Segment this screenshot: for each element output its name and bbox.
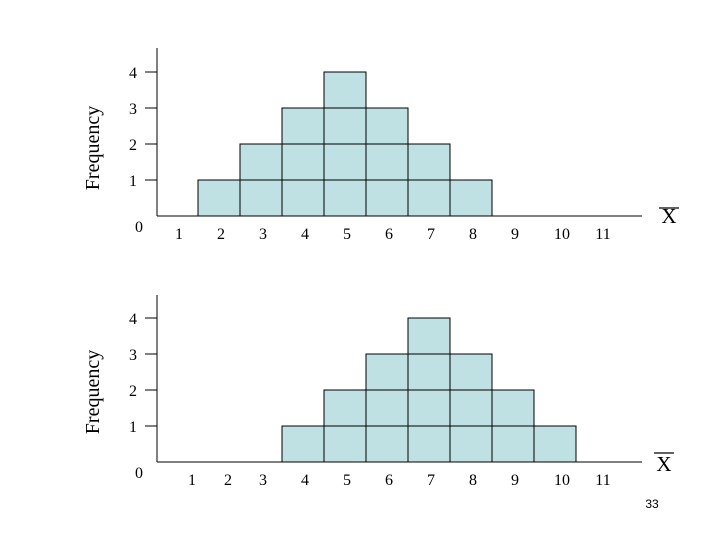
x-tick-label-3: 3 [259, 226, 267, 243]
x-tick-label-1: 1 [175, 226, 183, 243]
y-tick-label-4: 4 [129, 65, 137, 82]
frequency-block-x4-1 [281, 425, 325, 463]
y-tick-label-3: 3 [129, 101, 137, 118]
x-tick-label-5: 5 [343, 226, 351, 243]
frequency-block-x5-1 [323, 425, 367, 463]
frequency-block-x6-1 [365, 179, 409, 217]
frequency-block-x4-2 [281, 143, 325, 181]
x-tick-label-5: 5 [343, 472, 351, 489]
frequency-block-x6-2 [365, 143, 409, 181]
x-tick-label-2: 2 [224, 472, 232, 489]
frequency-block-x7-1 [407, 425, 451, 463]
frequency-block-x7-4 [407, 317, 451, 355]
x-tick-label-4: 4 [301, 472, 309, 489]
frequency-block-x4-3 [281, 107, 325, 145]
frequency-block-x10-1 [533, 425, 577, 463]
frequency-block-x6-3 [365, 107, 409, 145]
x-tick-label-3: 3 [259, 472, 267, 489]
frequency-block-x3-2 [239, 143, 283, 181]
x-tick-label-10: 10 [554, 226, 570, 243]
x-tick-label-7: 7 [427, 226, 435, 243]
frequency-block-x8-1 [449, 425, 493, 463]
x-tick-label-6: 6 [385, 226, 393, 243]
frequency-block-x7-3 [407, 353, 451, 391]
top-histogram: 0 1 2 3 4 1 2 3 4 5 6 7 8 9 10 11 Frequency X [82, 48, 679, 243]
y-tick-label-3: 3 [129, 347, 137, 364]
frequency-block-x5-2 [323, 143, 367, 181]
frequency-block-x7-1 [407, 179, 451, 217]
frequency-block-x8-3 [449, 353, 493, 391]
frequency-block-x5-2 [323, 389, 367, 427]
y-tick-label-0: 0 [135, 219, 143, 236]
x-tick-label-1: 1 [188, 472, 196, 489]
frequency-block-x4-1 [281, 179, 325, 217]
x-axis-title: X [656, 452, 671, 476]
x-tick-label-11: 11 [595, 226, 610, 243]
y-tick-label-0: 0 [135, 465, 143, 482]
y-axis-title: Frequency [82, 350, 104, 434]
frequency-block-x9-1 [491, 425, 535, 463]
x-tick-label-7: 7 [427, 472, 435, 489]
frequency-block-x8-2 [449, 389, 493, 427]
frequency-block-x9-2 [491, 389, 535, 427]
x-tick-label-8: 8 [469, 226, 477, 243]
y-axis-title: Frequency [82, 106, 104, 190]
y-tick-label-2: 2 [129, 383, 137, 400]
bottom-histogram: 0 1 2 3 4 1 2 3 4 5 6 7 8 9 10 11 Frequency X [82, 295, 674, 489]
x-tick-label-10: 10 [554, 472, 570, 489]
frequency-block-x3-1 [239, 179, 283, 217]
frequency-block-x6-1 [365, 425, 409, 463]
page-number: 33 [645, 497, 659, 511]
frequency-block-x7-2 [407, 389, 451, 427]
x-tick-label-4: 4 [301, 226, 309, 243]
x-tick-label-9: 9 [511, 472, 519, 489]
frequency-block-x5-1 [323, 179, 367, 217]
frequency-block-x5-3 [323, 107, 367, 145]
x-tick-label-6: 6 [385, 472, 393, 489]
frequency-block-x8-1 [449, 179, 493, 217]
x-tick-label-11: 11 [595, 472, 610, 489]
frequency-block-x6-2 [365, 389, 409, 427]
frequency-block-x6-3 [365, 353, 409, 391]
frequency-block-x5-4 [323, 71, 367, 109]
frequency-block-x2-1 [197, 179, 241, 217]
x-axis-title: X [661, 204, 676, 228]
frequency-block-x7-2 [407, 143, 451, 181]
x-tick-label-2: 2 [217, 226, 225, 243]
y-tick-label-1: 1 [129, 173, 137, 190]
y-tick-label-2: 2 [129, 137, 137, 154]
x-tick-label-8: 8 [469, 472, 477, 489]
y-tick-label-4: 4 [129, 311, 137, 328]
y-tick-label-1: 1 [129, 419, 137, 436]
x-tick-label-9: 9 [511, 226, 519, 243]
